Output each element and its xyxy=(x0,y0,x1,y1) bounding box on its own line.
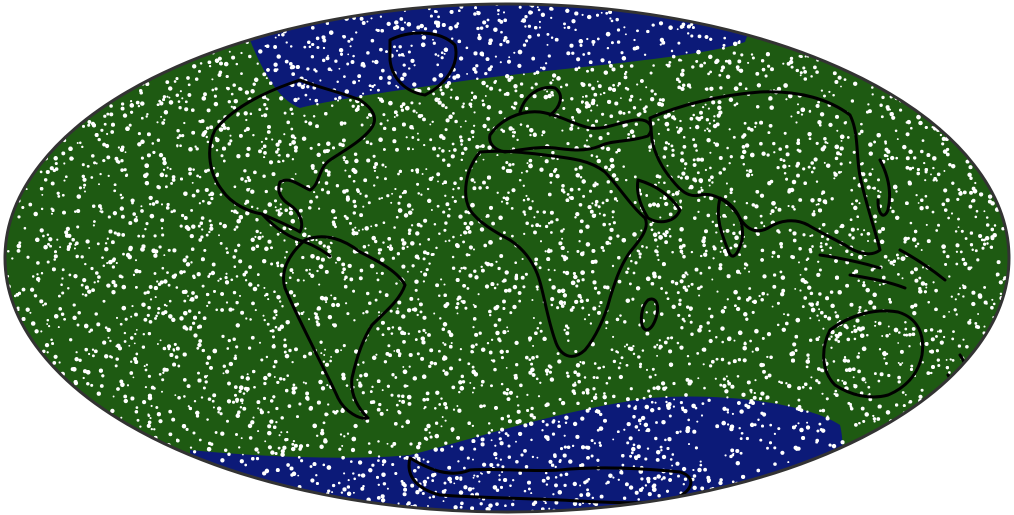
coastline-madagascar xyxy=(639,297,660,332)
coastline-south-america xyxy=(282,235,407,420)
coastline-arabia xyxy=(636,178,682,224)
north-polar-cap xyxy=(250,4,760,108)
coastline-japan xyxy=(876,158,892,217)
coastline-africa xyxy=(464,149,648,358)
coastline-asia xyxy=(648,90,882,256)
coastline-australia xyxy=(822,309,925,399)
coastline-scandinavia xyxy=(518,85,562,117)
coastline-indonesia xyxy=(818,248,947,290)
south-polar-cap xyxy=(190,396,843,512)
coastlines xyxy=(208,31,968,505)
coastline-europe xyxy=(488,110,653,154)
coastline-greenland xyxy=(388,31,458,97)
map-outline xyxy=(3,2,1011,514)
coastline-india xyxy=(716,196,745,258)
coastline-north-america xyxy=(208,78,376,234)
coastline-antarctica xyxy=(407,456,693,505)
random-points xyxy=(6,4,1007,512)
